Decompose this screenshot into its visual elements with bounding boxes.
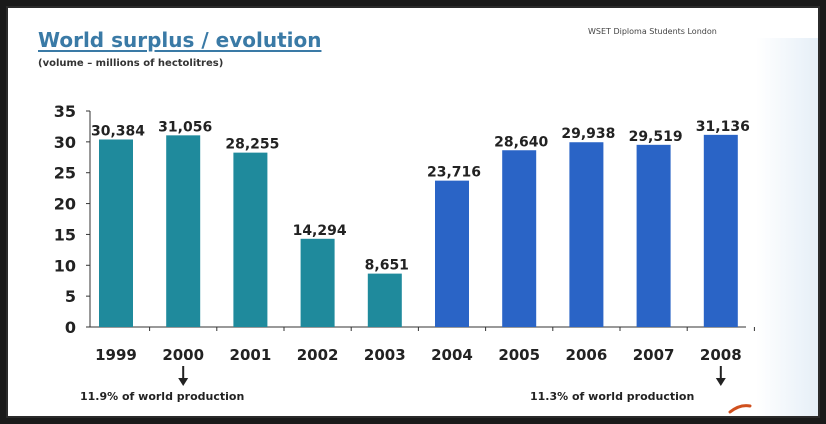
- value-label-2002: 14,294: [293, 223, 347, 239]
- y-tick-label: 0: [65, 318, 76, 337]
- pen-mark-icon: [728, 404, 752, 414]
- slide: World surplus / evolution (volume – mill…: [6, 6, 820, 418]
- value-label-2000: 31,056: [158, 119, 212, 135]
- arrow-down-icon: [178, 378, 189, 386]
- note-2008: 11.3% of world production: [530, 390, 695, 403]
- x-tick-label-1999: 1999: [95, 346, 137, 364]
- bar-2002: [300, 238, 335, 327]
- y-tick-label: 35: [54, 102, 76, 121]
- x-tick-label-2003: 2003: [364, 346, 406, 364]
- bar-2008: [703, 134, 738, 327]
- y-tick-label: 20: [54, 195, 76, 214]
- x-tick-label-2000: 2000: [162, 346, 204, 364]
- value-label-2006: 29,938: [561, 126, 615, 142]
- y-tick-label: 30: [54, 133, 76, 152]
- value-label-2008: 31,136: [696, 119, 750, 135]
- chart-subtitle: (volume – millions of hectolitres): [38, 58, 224, 69]
- note-2000: 11.9% of world production: [80, 390, 245, 403]
- bar-2004: [435, 180, 469, 327]
- chart-title: World surplus / evolution: [38, 28, 322, 52]
- bar-2003: [367, 273, 402, 327]
- value-label-2001: 28,255: [225, 137, 279, 153]
- y-tick-label: 5: [65, 287, 76, 306]
- x-tick-label-2001: 2001: [230, 346, 272, 364]
- value-label-2005: 28,640: [494, 134, 548, 150]
- edge-glow: [756, 38, 818, 416]
- credit-text: WSET Diploma Students London: [588, 27, 717, 36]
- bar-2001: [233, 152, 268, 327]
- arrow-down-icon: [715, 378, 726, 386]
- x-tick-label-2006: 2006: [566, 346, 608, 364]
- bar-2006: [569, 142, 604, 327]
- y-tick-label: 15: [54, 225, 76, 244]
- bar-2000: [166, 135, 201, 327]
- bar-2007: [636, 144, 671, 327]
- x-tick-label-2002: 2002: [297, 346, 339, 364]
- x-tick-label-2008: 2008: [700, 346, 742, 364]
- x-tick-label-2004: 2004: [431, 346, 473, 364]
- bar-chart: 0 5 10 15 20 25 30 35 30,384 1999 31,056 2000 28,255…: [54, 102, 755, 414]
- value-label-2007: 29,519: [629, 129, 683, 145]
- value-label-2004: 23,716: [427, 165, 481, 181]
- x-tick-label-2007: 2007: [633, 346, 675, 364]
- bar-2005: [502, 150, 537, 327]
- y-tick-label: 10: [54, 256, 76, 275]
- x-tick-label-2005: 2005: [498, 346, 540, 364]
- bar-1999: [99, 139, 133, 327]
- value-label-1999: 30,384: [91, 123, 145, 139]
- value-label-2003: 8,651: [365, 258, 409, 274]
- y-tick-label: 25: [54, 164, 76, 183]
